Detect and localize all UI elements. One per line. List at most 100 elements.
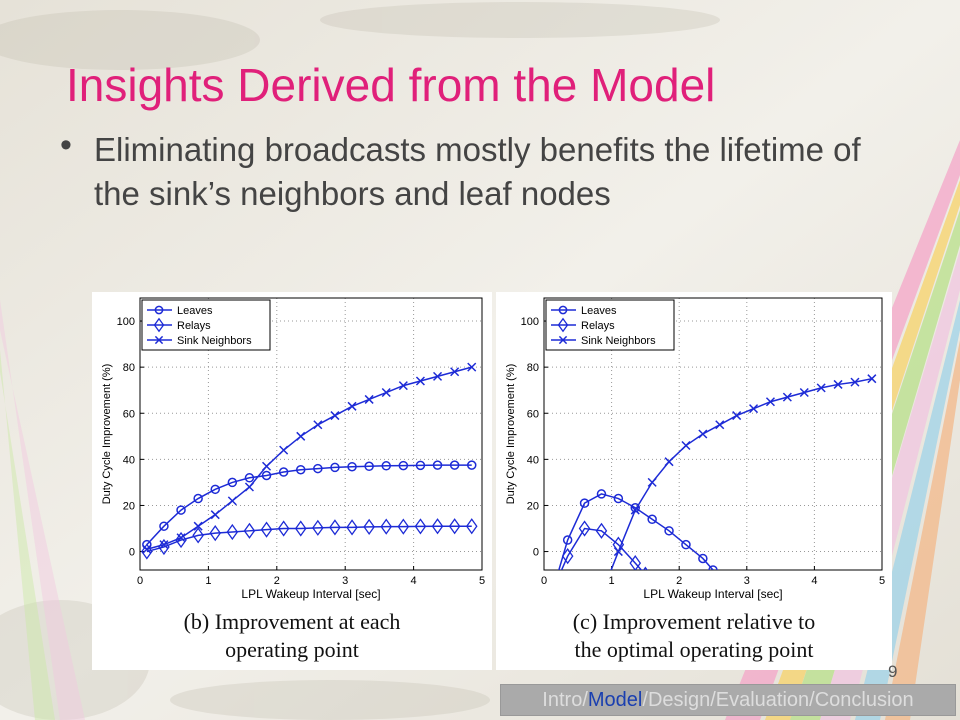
page-number: 9 — [888, 662, 898, 681]
data-point — [449, 460, 460, 470]
data-point — [330, 462, 340, 473]
legend-label: Leaves — [177, 305, 213, 317]
chart-c: 0 1 2 3 4 5 0 20 40 60 80 100 LPL Wakeup Interval [s… — [505, 297, 885, 601]
data-point — [176, 533, 186, 543]
y-tick-label: 80 — [527, 362, 539, 374]
y-tick-label: 0 — [533, 547, 539, 559]
plot-area — [550, 374, 877, 590]
data-point — [557, 317, 569, 333]
data-point — [467, 362, 477, 372]
plot-area — [141, 362, 478, 560]
data-point — [330, 411, 340, 421]
data-point — [193, 493, 203, 504]
chart-panel-c: 0 1 2 3 4 5 0 20 40 60 80 100 LPL Wakeup Interval [s… — [496, 292, 892, 670]
data-point — [153, 317, 165, 333]
legend-label: Leaves — [581, 305, 617, 317]
legend-label: Sink Neighbors — [177, 335, 252, 347]
data-point — [550, 582, 558, 590]
x-tick-label: 3 — [744, 575, 750, 587]
y-tick-label: 60 — [527, 408, 539, 420]
nav-conclusion[interactable]: Conclusion — [814, 689, 914, 711]
data-point — [243, 522, 256, 539]
data-point — [313, 420, 323, 430]
data-point — [364, 394, 374, 404]
data-point — [175, 531, 187, 549]
data-point — [176, 505, 186, 515]
series-sink-neighbors — [610, 374, 877, 570]
data-point — [210, 484, 220, 495]
data-point — [465, 518, 478, 535]
data-point — [210, 510, 220, 520]
data-point — [279, 445, 289, 455]
y-tick-label: 20 — [123, 500, 135, 512]
nav-separator: / — [809, 689, 815, 711]
data-point — [432, 460, 443, 470]
data-point — [415, 460, 426, 471]
nav-design[interactable]: Design — [647, 689, 711, 711]
data-point — [244, 482, 254, 492]
data-point — [277, 520, 290, 537]
chart-c-caption-line2: the optimal operating point — [574, 637, 814, 662]
x-tick-label: 3 — [342, 575, 348, 587]
section-nav: Intro/Model/Design/Evaluation/Conclusion — [500, 684, 956, 716]
data-point — [158, 538, 170, 556]
chart-b-caption-line2: operating point — [225, 637, 359, 662]
x-tick-label: 4 — [811, 575, 817, 587]
nav-evaluation[interactable]: Evaluation — [715, 689, 810, 711]
data-point — [192, 527, 204, 544]
data-point — [708, 565, 718, 570]
series-line — [558, 493, 714, 570]
data-point — [681, 440, 691, 451]
data-point — [561, 548, 574, 565]
data-point — [329, 519, 341, 536]
y-tick-label: 40 — [123, 454, 135, 466]
data-point — [209, 525, 222, 542]
data-point — [347, 461, 357, 472]
data-point — [262, 461, 272, 471]
data-point — [313, 463, 323, 474]
chart-b-caption-line1: (b) Improvement at each — [183, 609, 401, 634]
data-point — [261, 470, 272, 481]
nav-intro[interactable]: Intro — [542, 689, 583, 711]
nav-model[interactable]: Model — [587, 689, 643, 711]
data-point — [749, 404, 759, 414]
data-point — [664, 457, 674, 467]
data-point — [782, 392, 792, 402]
x-axis-label: LPL Wakeup Interval [sec] — [643, 587, 782, 601]
data-point — [681, 539, 691, 550]
data-point — [193, 521, 203, 531]
y-axis-label: Duty Cycle Improvement (%) — [505, 364, 517, 505]
y-tick-label: 80 — [123, 362, 135, 374]
data-point — [159, 540, 169, 550]
data-point — [414, 518, 427, 535]
plot-frame — [139, 297, 483, 571]
legend: Leaves Relays Sink Neighbors — [141, 299, 271, 351]
data-point — [596, 489, 607, 499]
data-point — [433, 371, 443, 381]
chart-b-caption: (b) Improvement at each operating point — [92, 608, 492, 664]
data-point — [450, 367, 460, 377]
nav-separator: / — [710, 689, 716, 711]
nav-separator: / — [642, 689, 648, 711]
data-point — [154, 335, 164, 345]
data-point — [466, 460, 477, 470]
series-line — [146, 525, 472, 553]
legend: Leaves Relays Sink Neighbors — [545, 299, 675, 351]
data-point — [431, 518, 444, 535]
series-relays — [141, 518, 478, 560]
data-point — [295, 464, 306, 475]
data-point — [558, 305, 568, 315]
data-point — [363, 518, 375, 536]
nav-separator: / — [582, 689, 588, 711]
x-tick-label: 1 — [205, 575, 211, 587]
data-point — [381, 461, 391, 471]
y-tick-label: 20 — [527, 500, 539, 512]
series-line — [560, 527, 643, 570]
data-point — [833, 379, 843, 389]
data-point — [765, 397, 775, 407]
legend-label: Relays — [581, 320, 615, 332]
x-tick-label: 0 — [541, 575, 547, 587]
data-point — [613, 547, 623, 557]
bullet-text: Eliminating broadcasts mostly benefits t… — [94, 131, 861, 212]
x-tick-label: 0 — [137, 575, 143, 587]
